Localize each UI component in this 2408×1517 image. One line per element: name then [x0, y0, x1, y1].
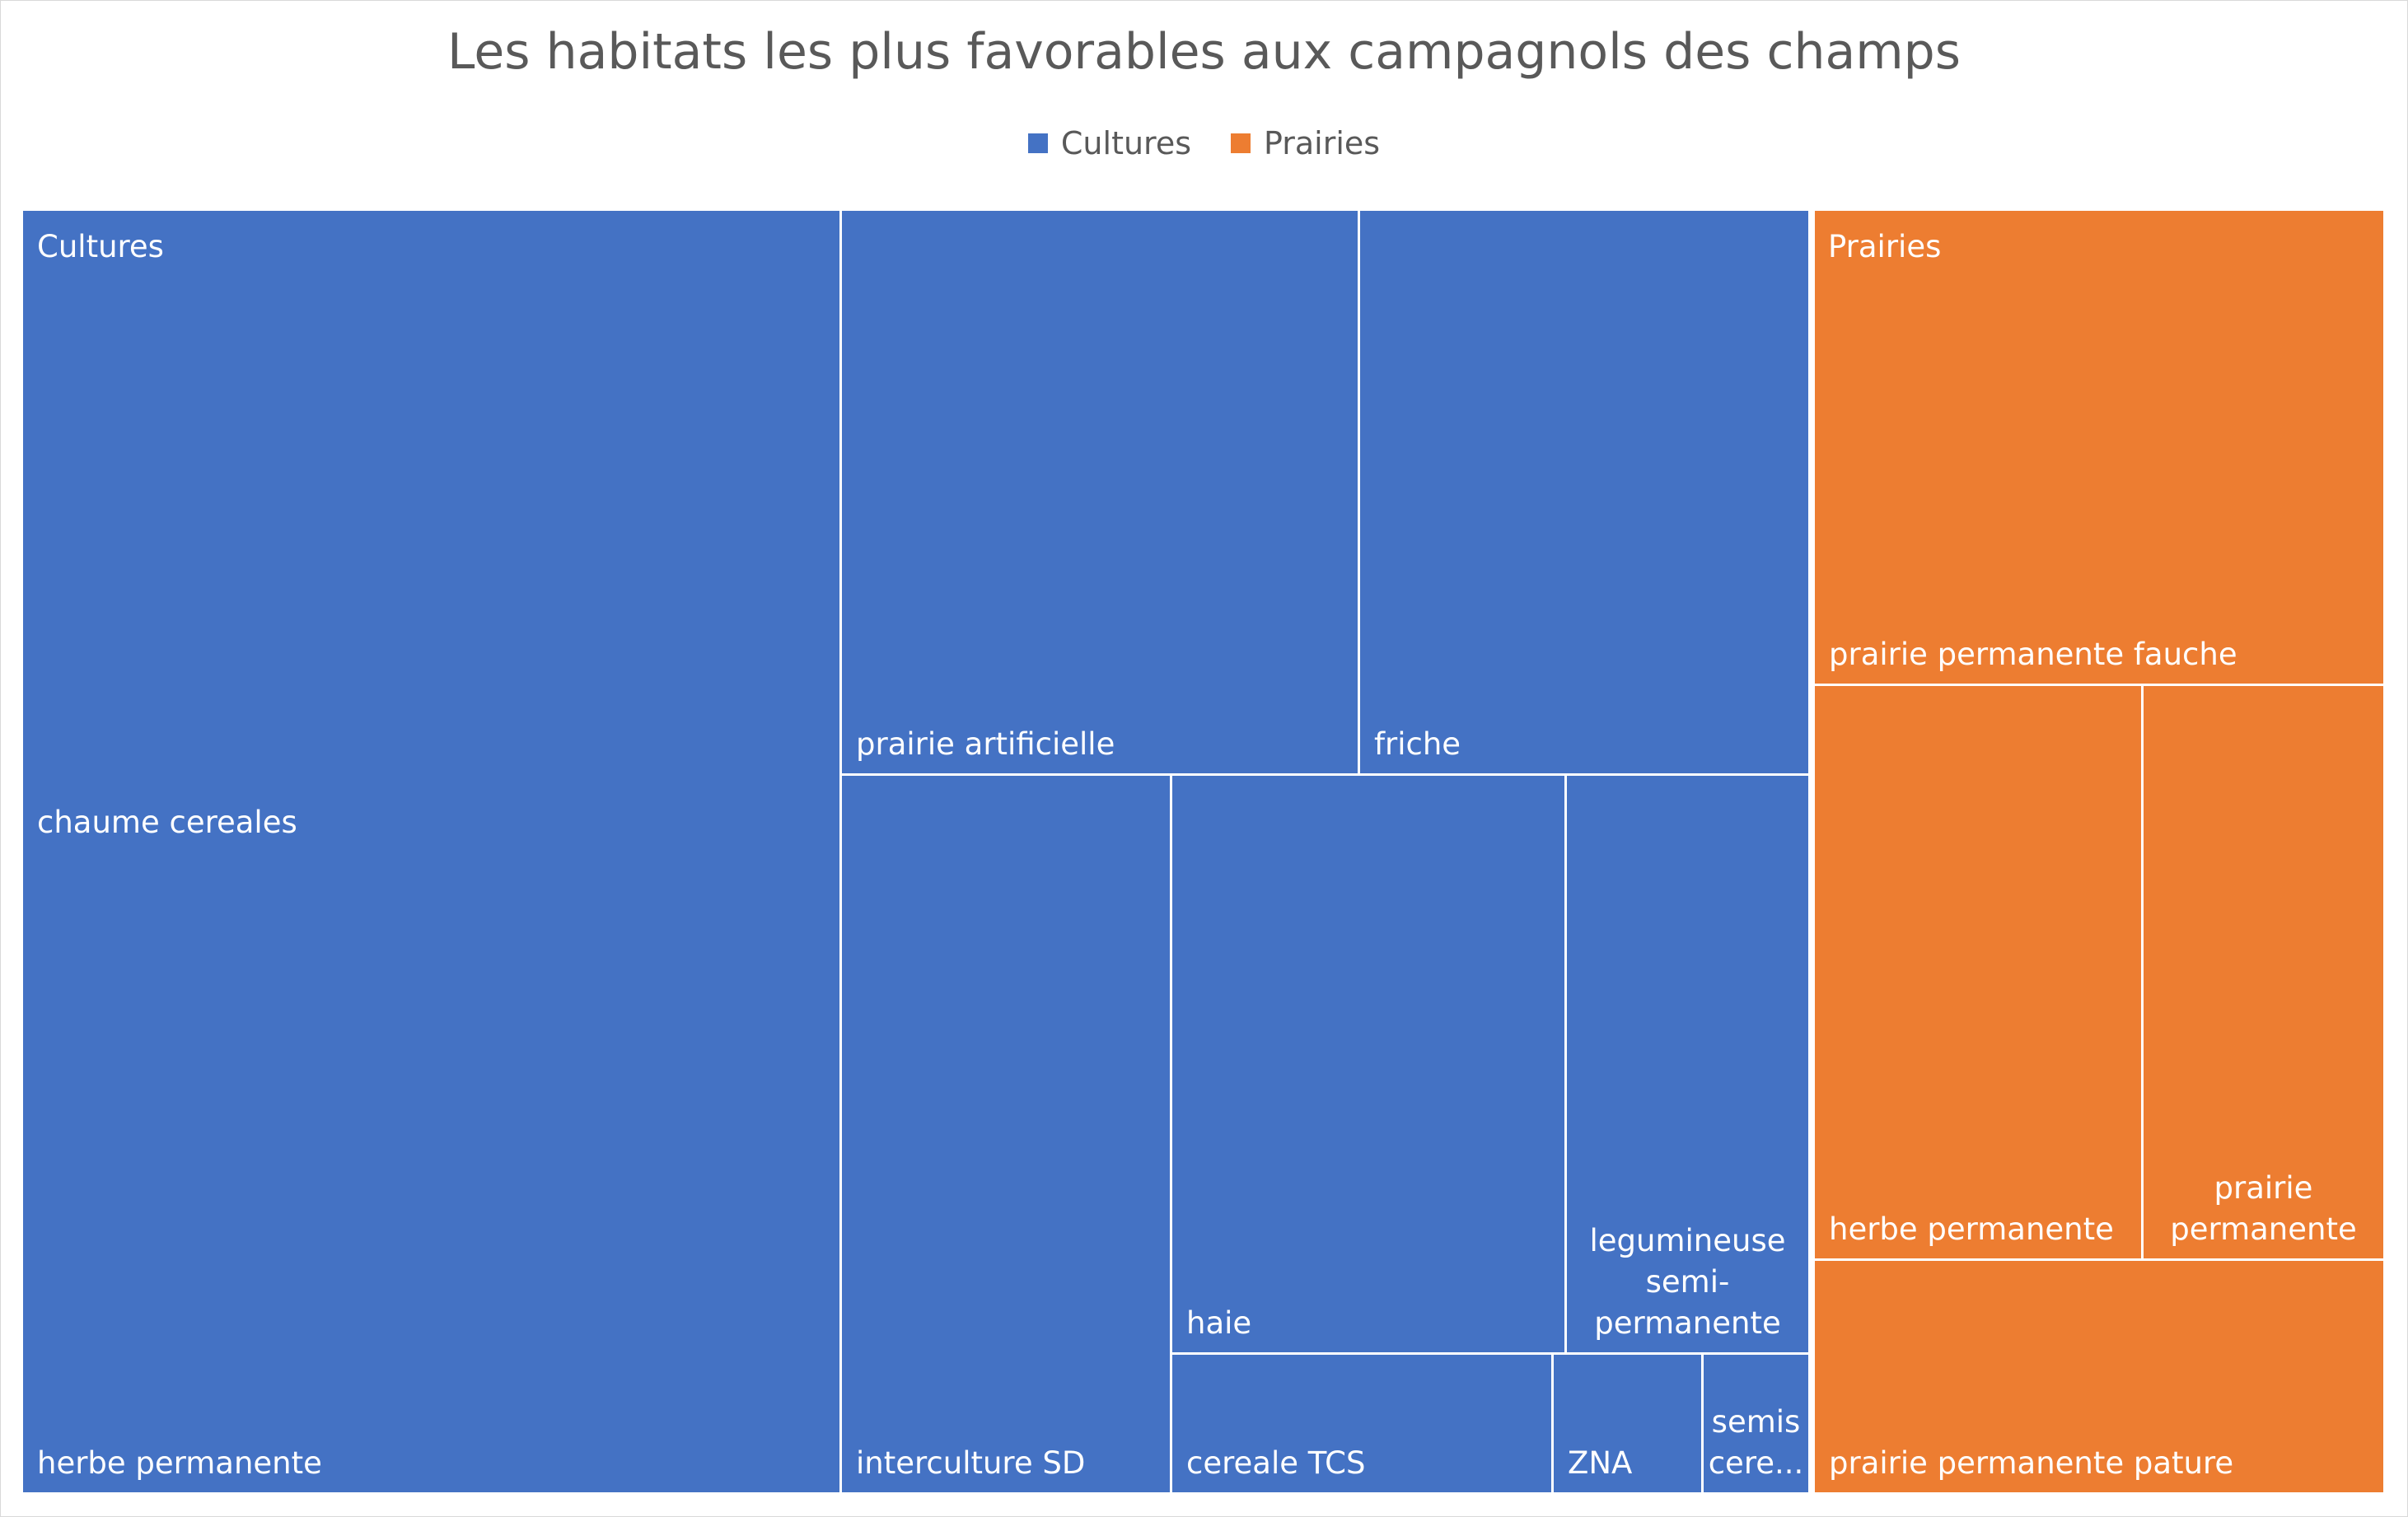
- tile-label-cultures-prairie-artificielle: prairie artificielle: [856, 726, 1115, 762]
- legend-item-cultures: Cultures: [1027, 125, 1192, 161]
- group-label-cultures: Cultures: [37, 229, 164, 264]
- treemap-tile-cultures-friche: [1360, 211, 1808, 773]
- tile-label-prairies-herbe-permanente: herbe permanente: [1829, 1211, 2114, 1247]
- treemap-tile-cultures-interculture-sd: [842, 776, 1170, 1492]
- treemap-tile-cultures-legumineuse-semi-permanente: [1567, 776, 1808, 1352]
- tile-label-cultures-semis-cereales: semis cere...: [1709, 1404, 1804, 1481]
- treemap-tile-cultures-semis-cereales: [1704, 1355, 1808, 1492]
- legend-swatch-cultures: [1027, 133, 1048, 153]
- tile-label-prairies-prairie-permanente: prairie permanente: [2170, 1170, 2356, 1247]
- legend-item-prairies: Prairies: [1231, 125, 1380, 161]
- tile-label-cultures-legumineuse-semi-permanente: legumineuse semi-permanente: [1589, 1223, 1785, 1341]
- treemap-tile-cultures-zna: [1554, 1355, 1701, 1492]
- tile-label-prairies-prairie-permanente-fauche: prairie permanente fauche: [1829, 637, 2237, 672]
- tile-label-cultures-friche: friche: [1374, 726, 1461, 762]
- treemap-tile-cultures-chaume-cereales: [23, 211, 839, 852]
- legend: Cultures Prairies: [0, 125, 2408, 161]
- tile-label-cultures-herbe-permanente: herbe permanente: [37, 1445, 322, 1481]
- treemap-tile-cultures-haie: [1172, 776, 1564, 1352]
- tile-label-prairies-prairie-permanente-pature: prairie permanente pature: [1829, 1445, 2233, 1481]
- treemap-tile-cultures-cereale-tcs: [1172, 1355, 1551, 1492]
- tile-label-cultures-interculture-sd: interculture SD: [856, 1445, 1085, 1481]
- legend-swatch-prairies: [1231, 133, 1251, 153]
- treemap-tile-cultures-prairie-artificielle: [842, 211, 1358, 773]
- treemap-tile-prairies-herbe-permanente: [1815, 686, 2141, 1258]
- treemap-tile-prairies-prairie-permanente-pature: [1815, 1261, 2383, 1492]
- treemap-tile-prairies-prairie-permanente: [2144, 686, 2383, 1258]
- tile-label-cultures-chaume-cereales: chaume cereales: [37, 805, 297, 840]
- tile-label-cultures-haie: haie: [1186, 1305, 1251, 1341]
- tile-label-cultures-zna: ZNA: [1568, 1445, 1632, 1481]
- chart-title: Les habitats les plus favorables aux cam…: [447, 23, 1961, 81]
- tile-label-cultures-cereale-tcs: cereale TCS: [1186, 1445, 1366, 1481]
- treemap-tile-prairies-prairie-permanente-fauche: [1815, 211, 2383, 684]
- legend-label-prairies: Prairies: [1264, 125, 1381, 161]
- treemap-tile-cultures-herbe-permanente: [23, 852, 839, 1492]
- group-label-prairies: Prairies: [1828, 229, 1941, 264]
- legend-label-cultures: Cultures: [1060, 125, 1192, 161]
